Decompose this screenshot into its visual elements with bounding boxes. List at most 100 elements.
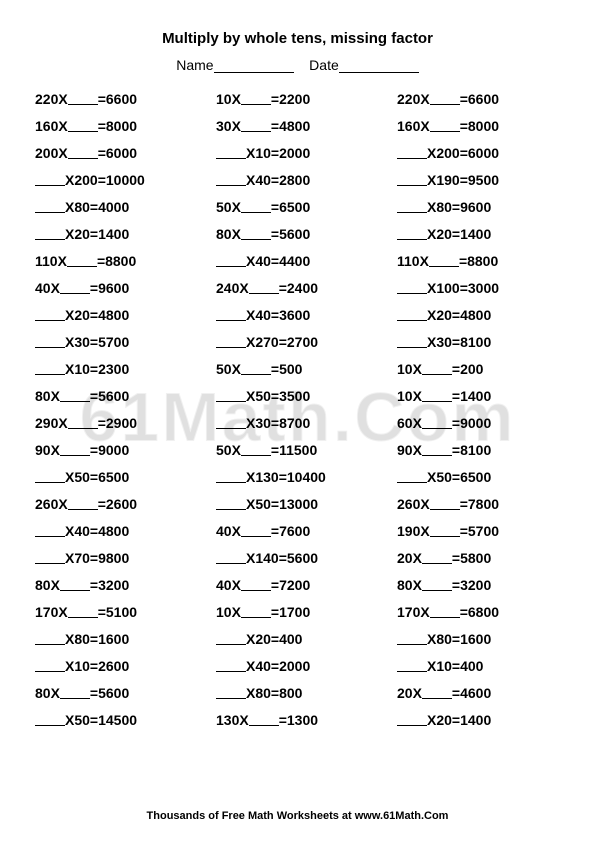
blank-field[interactable] [68,147,98,159]
problem-after: X10=2000 [246,145,310,161]
blank-field[interactable] [216,687,246,699]
blank-field[interactable] [241,363,271,375]
problem-after: =7600 [271,523,310,539]
blank-field[interactable] [241,228,271,240]
blank-field[interactable] [422,579,452,591]
problem: 50X=11500 [216,436,379,463]
blank-field[interactable] [397,201,427,213]
blank-field[interactable] [429,255,459,267]
problem: X20=400 [216,625,379,652]
problem-after: X130=10400 [246,469,326,485]
blank-field[interactable] [397,633,427,645]
blank-field[interactable] [397,174,427,186]
blank-field[interactable] [422,687,452,699]
blank-field[interactable] [35,471,65,483]
blank-field[interactable] [249,282,279,294]
blank-field[interactable] [397,471,427,483]
blank-field[interactable] [216,498,246,510]
blank-field[interactable] [216,660,246,672]
date-field[interactable] [339,59,419,73]
blank-field[interactable] [241,201,271,213]
problem-after: =8000 [460,118,499,134]
blank-field[interactable] [216,417,246,429]
blank-field[interactable] [241,93,271,105]
problem-after: X30=8100 [427,334,491,350]
blank-field[interactable] [35,660,65,672]
blank-field[interactable] [68,120,98,132]
blank-field[interactable] [67,255,97,267]
blank-field[interactable] [216,471,246,483]
blank-field[interactable] [216,147,246,159]
blank-field[interactable] [35,336,65,348]
blank-field[interactable] [35,714,65,726]
problem-after: =9000 [452,415,491,431]
problem-before: 90X [35,442,60,458]
blank-field[interactable] [68,417,98,429]
problem-before: 260X [397,496,430,512]
blank-field[interactable] [35,174,65,186]
blank-field[interactable] [35,525,65,537]
problem-before: 220X [35,91,68,107]
blank-field[interactable] [216,633,246,645]
blank-field[interactable] [216,390,246,402]
problem: 40X=7200 [216,571,379,598]
problem-after: X70=9800 [65,550,129,566]
blank-field[interactable] [60,444,90,456]
blank-field[interactable] [60,282,90,294]
blank-field[interactable] [241,444,271,456]
blank-field[interactable] [430,606,460,618]
problem-before: 130X [216,712,249,728]
blank-field[interactable] [397,147,427,159]
blank-field[interactable] [35,363,65,375]
blank-field[interactable] [216,336,246,348]
blank-field[interactable] [68,93,98,105]
blank-field[interactable] [35,228,65,240]
blank-field[interactable] [430,93,460,105]
blank-field[interactable] [68,498,98,510]
blank-field[interactable] [397,282,427,294]
blank-field[interactable] [35,309,65,321]
name-field[interactable] [214,59,294,73]
blank-field[interactable] [216,309,246,321]
blank-field[interactable] [422,417,452,429]
blank-field[interactable] [35,201,65,213]
blank-field[interactable] [35,552,65,564]
blank-field[interactable] [241,606,271,618]
blank-field[interactable] [430,525,460,537]
blank-field[interactable] [422,552,452,564]
blank-field[interactable] [241,120,271,132]
problem-after: X40=3600 [246,307,310,323]
blank-field[interactable] [397,714,427,726]
problem: 80X=5600 [35,382,198,409]
problem-after: =4600 [452,685,491,701]
problem-after: =9000 [90,442,129,458]
blank-field[interactable] [422,363,452,375]
blank-field[interactable] [430,120,460,132]
problem-before: 40X [216,523,241,539]
blank-field[interactable] [241,579,271,591]
blank-field[interactable] [422,390,452,402]
blank-field[interactable] [249,714,279,726]
blank-field[interactable] [422,444,452,456]
problem-before: 170X [397,604,430,620]
problem: X130=10400 [216,463,379,490]
blank-field[interactable] [216,255,246,267]
blank-field[interactable] [216,552,246,564]
blank-field[interactable] [60,687,90,699]
blank-field[interactable] [68,606,98,618]
blank-field[interactable] [397,336,427,348]
blank-field[interactable] [60,579,90,591]
blank-field[interactable] [60,390,90,402]
blank-field[interactable] [397,309,427,321]
problem: 80X=3200 [35,571,198,598]
blank-field[interactable] [397,228,427,240]
problem: 170X=6800 [397,598,560,625]
blank-field[interactable] [430,498,460,510]
blank-field[interactable] [241,525,271,537]
blank-field[interactable] [216,174,246,186]
footer-text: Thousands of Free Math Worksheets at www… [0,810,595,822]
problem: X50=14500 [35,706,198,733]
blank-field[interactable] [35,633,65,645]
blank-field[interactable] [397,660,427,672]
problem: 50X=6500 [216,193,379,220]
